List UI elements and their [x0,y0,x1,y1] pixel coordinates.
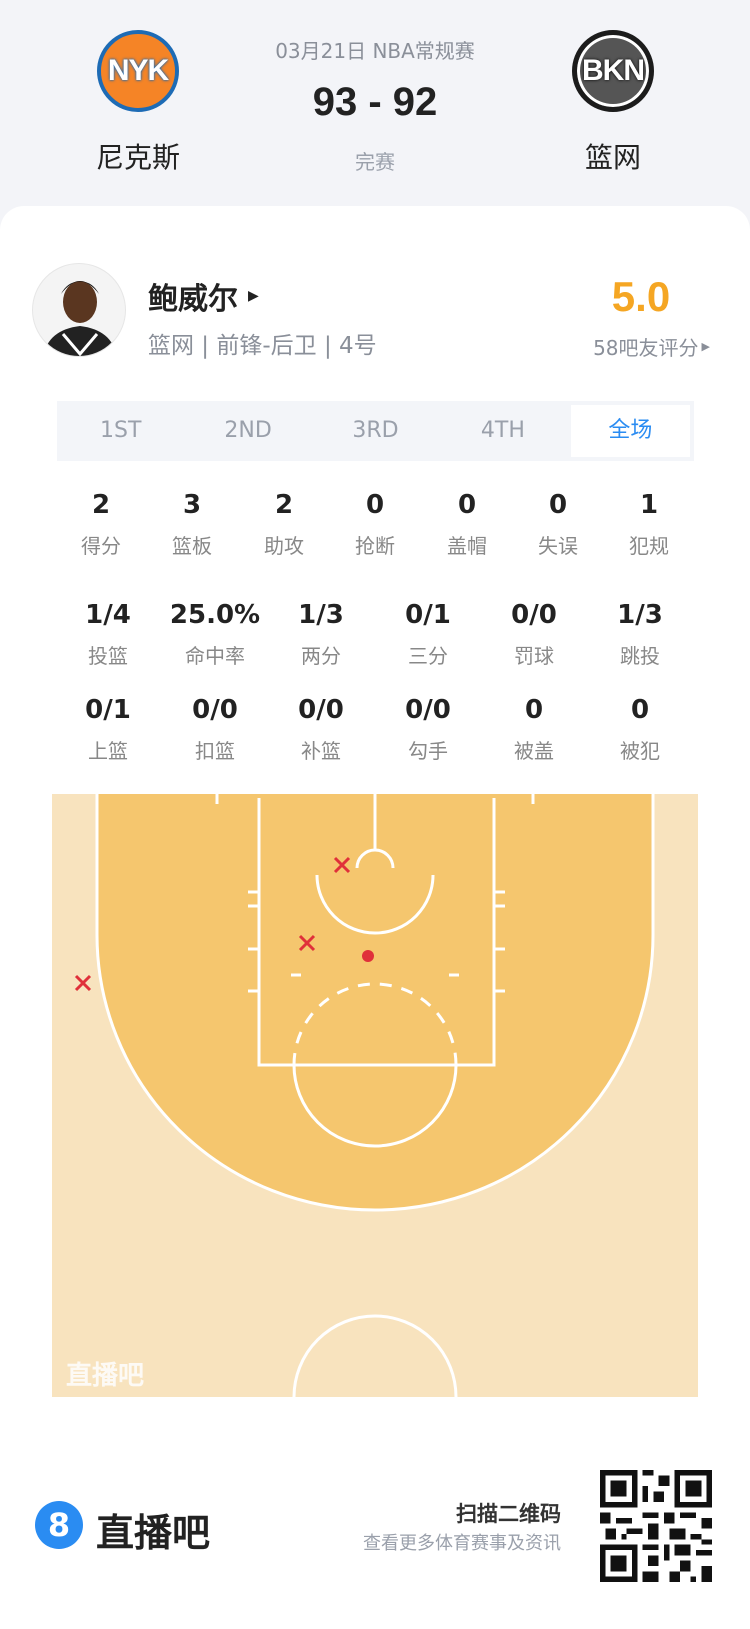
stat-value: 0 [365,490,385,520]
stat-label: 被盖 [514,739,554,763]
court-watermark: 直播吧 [66,1361,144,1391]
stat-label: 盖帽 [447,534,487,558]
stat-value: 1 [639,490,659,520]
stat-label: 助攻 [264,534,304,558]
stat-value: 1/4 [85,600,131,630]
paint-lines [257,798,496,1067]
away-logo-text: BKN [582,54,645,87]
stat-value: 2 [91,490,111,520]
stat-label: 失误 [538,534,578,558]
scan-title: 扫描二维码 [456,1502,561,1526]
player-info: 篮网 | 前锋-后卫 | 4号 [148,333,377,359]
stat-value: 0 [457,490,477,520]
tab-3rd[interactable]: 3RD [352,418,399,443]
stat-label: 抢断 [355,534,395,558]
stat-label: 三分 [408,644,448,668]
stat-value: 0/1 [85,695,131,725]
match-status: 完赛 [355,150,395,174]
stat-value: 0/0 [405,695,451,725]
stat-label: 上篮 [88,739,128,763]
free-throw-arc [292,1064,458,1148]
home-logo-text: NYK [107,54,169,87]
stat-label: 跳投 [620,644,660,668]
stat-label: 罚球 [514,644,554,668]
stat-label: 扣篮 [195,739,235,763]
stat-value: 3 [182,490,202,520]
stat-label: 命中率 [185,644,245,668]
caret-right-icon: ▶ [248,288,259,304]
stat-value: 0 [524,695,544,725]
stat-label: 犯规 [629,534,669,558]
three-point-area [97,794,653,1210]
stat-label: 得分 [81,534,121,558]
away-team-logo[interactable]: BKN [572,30,654,112]
rim-arc [355,848,395,869]
restricted-arc [315,874,435,935]
shot-made-marker [362,950,374,962]
home-team-logo[interactable]: NYK [97,30,179,112]
shot-miss-marker [74,974,92,992]
rating-label: 58吧友评分 [593,336,699,360]
stat-value: 2 [274,490,294,520]
tab-full-game[interactable]: 全场 [570,405,691,457]
away-team-name[interactable]: 篮网 [584,141,642,174]
center-circle [292,1314,458,1397]
scan-subtitle: 查看更多体育赛事及资讯 [363,1533,561,1554]
stat-label: 勾手 [408,739,448,763]
match-date-league: 03月21日 NBA常规赛 [275,39,475,63]
stat-value: 1/3 [617,600,663,630]
stat-value: 0/0 [298,695,344,725]
shot-markers [74,856,351,992]
brand-logo-icon: 8 [35,1501,83,1549]
tab-4th[interactable]: 4TH [480,418,525,443]
stat-label: 篮板 [172,534,212,558]
three-point-line [95,794,655,1212]
stat-value: 0/0 [511,600,557,630]
stat-label: 两分 [301,644,341,668]
tab-1st[interactable]: 1ST [100,418,142,443]
qr-code-icon[interactable] [600,1470,712,1582]
period-tabs: 1ST 2ND 3RD 4TH 全场 [57,401,694,461]
player-avatar[interactable] [32,263,126,357]
shot-miss-marker [298,934,316,952]
player-name-link[interactable]: 鲍威尔 ▶ [148,274,259,318]
stat-value: 0 [630,695,650,725]
court-marks [215,794,535,993]
player-name: 鲍威尔 [148,282,238,317]
match-score: 93 - 92 [312,80,438,124]
player-rating: 5.0 [611,273,671,320]
caret-right-icon: ▶ [701,340,710,353]
shot-miss-marker [333,856,351,874]
player-photo-icon [43,281,117,356]
brand-name: 直播吧 [96,1511,211,1555]
stat-label: 补篮 [301,739,341,763]
rating-link[interactable]: 58吧友评分 ▶ [593,332,710,361]
stat-value: 0/1 [405,600,451,630]
stat-value: 1/3 [298,600,344,630]
home-team-name[interactable]: 尼克斯 [95,141,181,174]
stat-value: 0 [548,490,568,520]
stat-value: 0/0 [192,695,238,725]
stat-label: 投篮 [88,644,128,668]
tab-2nd[interactable]: 2ND [224,418,272,443]
stat-value: 25.0% [169,600,261,630]
stat-label: 被犯 [620,739,660,763]
